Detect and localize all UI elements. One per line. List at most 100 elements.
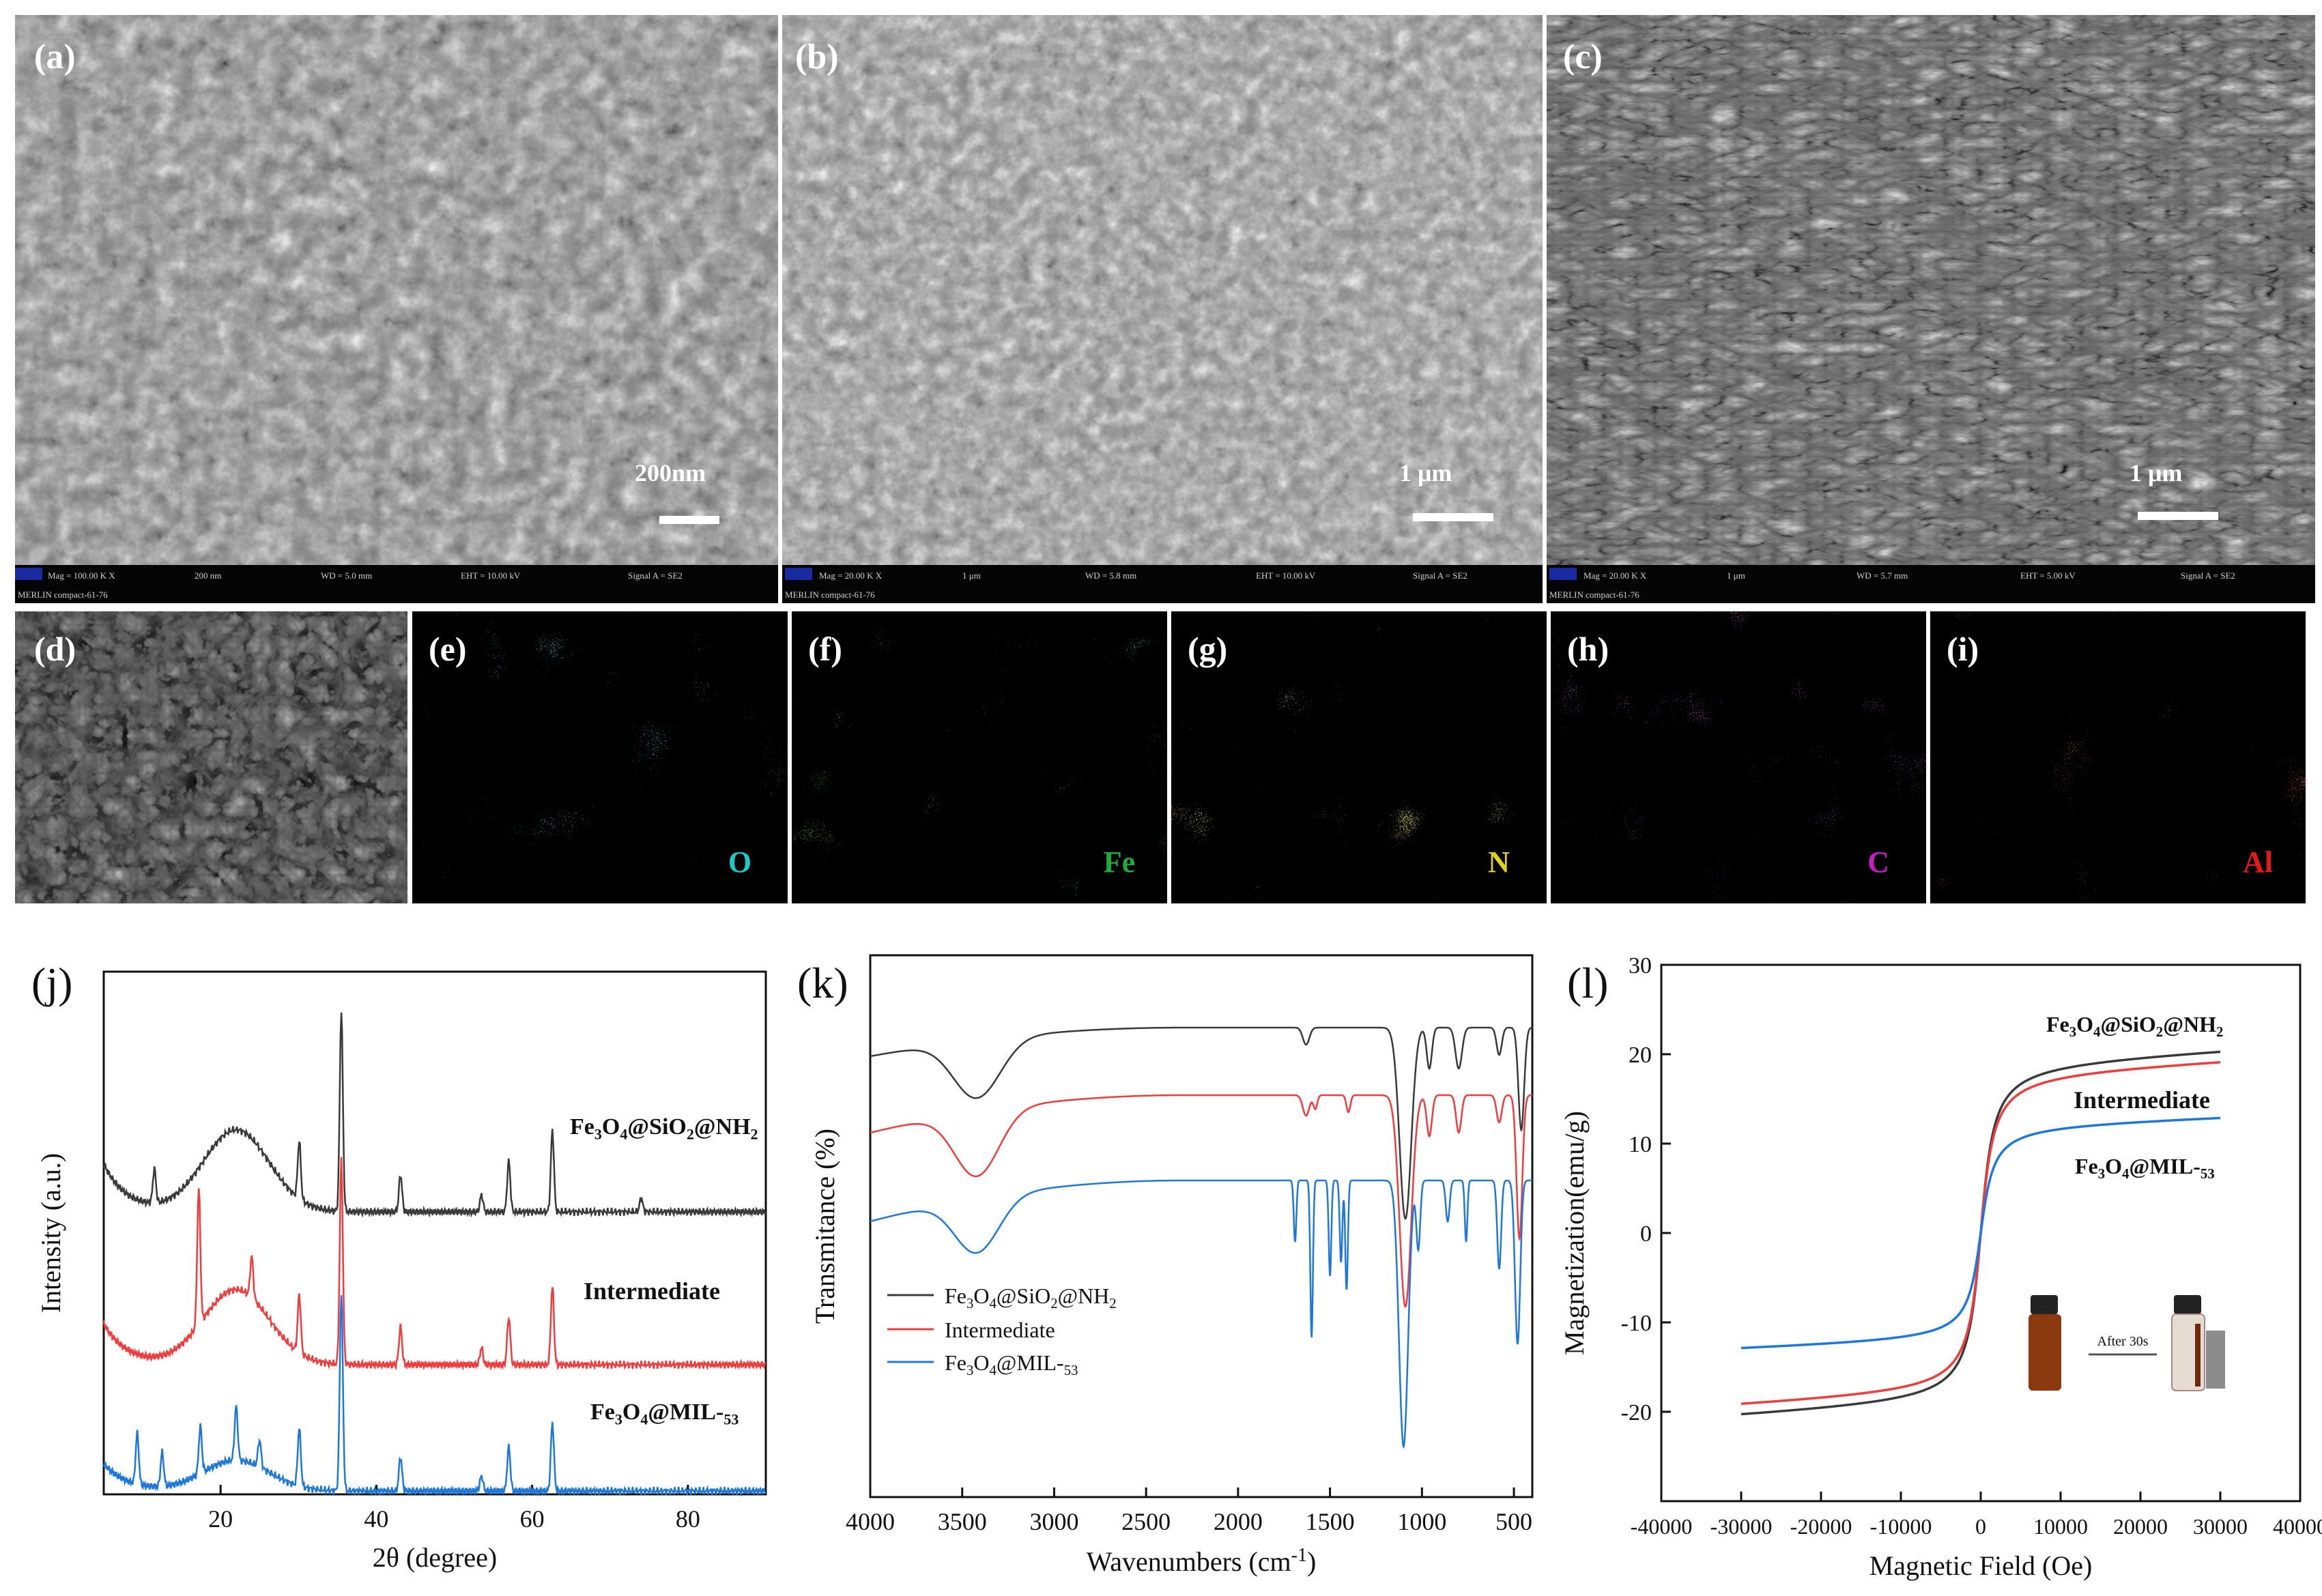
series-line xyxy=(870,1026,1532,1220)
y-tick-label: 0 xyxy=(1640,1221,1652,1247)
sem-footer-size: 200 nm xyxy=(195,570,221,581)
panel-label-g: (g) xyxy=(1188,630,1227,668)
series-label: Fe3​O4​@SiO2​@NH2​ xyxy=(2046,1012,2223,1040)
sem-footer-instrument: MERLIN compact-61-76 xyxy=(18,590,108,600)
sem-footer-eht: EHT = 10.00 kV xyxy=(461,570,521,581)
element-badge xyxy=(1078,823,1160,899)
panel-label-d: (d) xyxy=(34,630,76,668)
sem-footer-wd: WD = 5.8 mm xyxy=(1085,570,1136,581)
vial-left xyxy=(2029,1314,2061,1391)
x-tick-label: 40000 xyxy=(2273,1514,2322,1539)
panel-label-h: (h) xyxy=(1567,630,1609,668)
x-tick-label: 1000 xyxy=(1397,1508,1446,1535)
x-tick-label: 10000 xyxy=(2033,1514,2088,1539)
sem-footer-size: 1 μm xyxy=(962,570,981,581)
plot-frame xyxy=(869,954,1534,1498)
sem-footer-wd: WD = 5.0 mm xyxy=(321,570,372,581)
element-badge xyxy=(1837,823,1919,899)
vial-cap xyxy=(2031,1295,2058,1314)
x-tick-label: -10000 xyxy=(1870,1514,1932,1539)
y-tick-label: 30 xyxy=(1629,953,1652,978)
series-line xyxy=(1740,1116,2221,1350)
sem-footer-signal: Signal A = SE2 xyxy=(628,570,683,581)
element-label: Al xyxy=(2243,845,2273,879)
scale-bar xyxy=(2138,512,2218,520)
scale-bar xyxy=(659,516,719,524)
y-axis-label: Intensity (a.u.) xyxy=(35,1153,66,1313)
panel-label-j: (j) xyxy=(31,959,72,1007)
x-tick-label: 2500 xyxy=(1121,1508,1171,1535)
x-tick-label: 0 xyxy=(1975,1514,1986,1539)
x-tick-label: -40000 xyxy=(1631,1514,1693,1539)
panel-label-k: (k) xyxy=(797,959,848,1007)
x-tick-label: 3000 xyxy=(1029,1508,1078,1535)
sem-footer-instrument: MERLIN compact-61-76 xyxy=(785,590,875,600)
x-tick-label: 80 xyxy=(676,1505,700,1533)
scale-bar-label: 200nm xyxy=(635,459,706,487)
series-line xyxy=(102,1012,766,1219)
series-line xyxy=(102,1295,766,1498)
sem-footer-mag: Mag = 20.00 K X xyxy=(1583,570,1647,581)
scale-bar-label: 1 μm xyxy=(2130,459,2182,487)
inset-photo: After 30s xyxy=(2029,1295,2225,1391)
sem-footer-mag: Mag = 100.00 K X xyxy=(48,570,115,581)
panel-label-i: (i) xyxy=(1947,630,1979,668)
series-label: Fe3​O4​@SiO2​@NH2​ xyxy=(570,1114,758,1142)
chart-ftir: (k) 4000 3500 3000 2500 2000 1500 1000 500 Wavenu… xyxy=(797,954,1534,1577)
sem-footer-mag: Mag = 20.00 K X xyxy=(819,570,883,581)
element-badge xyxy=(1458,823,1540,899)
scale-bar xyxy=(1413,513,1493,521)
x-tick-label: 3500 xyxy=(938,1508,987,1535)
x-axis-label: Wavenumbers (cm-1) xyxy=(1087,1545,1317,1577)
y-axis-label: Transmitance (%) xyxy=(809,1129,840,1324)
element-label: C xyxy=(1867,845,1889,879)
series-label: Intermediate xyxy=(2074,1086,2210,1114)
chart-vsm: (l) -40000 -30000 -20000 -10000 0 10000 20000 30… xyxy=(1559,953,2322,1581)
y-tick-label: -10 xyxy=(1621,1311,1652,1336)
x-tick-label: 20 xyxy=(208,1505,233,1533)
panel-label-b: (b) xyxy=(795,38,839,76)
eds-map-fe: (f) Fe xyxy=(792,611,1167,903)
panel-label-c: (c) xyxy=(1563,38,1603,76)
sem-panel-b: Mag = 20.00 K X 1 μm WD = 5.8 mm EHT = 1… xyxy=(782,15,1543,603)
element-label: Fe xyxy=(1104,845,1135,879)
legend-label: Intermediate xyxy=(945,1318,1055,1342)
sem-panel-a: Mag = 100.00 K X 200 nm WD = 5.0 mm EHT … xyxy=(15,15,778,603)
series-line xyxy=(870,1179,1532,1449)
sem-panel-c: Mag = 20.00 K X 1 μm WD = 5.7 mm EHT = 5… xyxy=(1547,15,2315,603)
x-tick-label: 20000 xyxy=(2113,1514,2168,1539)
x-tick-label: -30000 xyxy=(1710,1514,1773,1539)
x-tick-label: 30000 xyxy=(2193,1514,2248,1539)
y-tick-label: 10 xyxy=(1629,1132,1652,1157)
magnetic-deposit xyxy=(2195,1324,2201,1387)
sem-footer-signal: Signal A = SE2 xyxy=(2181,570,2235,581)
inset-label: After 30s xyxy=(2097,1334,2149,1349)
eds-map-n: (g) N xyxy=(1171,611,1547,903)
y-tick-label: 20 xyxy=(1629,1043,1652,1068)
series-line xyxy=(102,1157,766,1372)
vial-cap xyxy=(2174,1295,2201,1314)
magnet xyxy=(2206,1331,2225,1389)
eds-map-o: (e) O xyxy=(412,611,788,903)
series-label: Intermediate xyxy=(584,1277,720,1305)
x-axis-label: Magnetic Field (Oe) xyxy=(1869,1550,2093,1581)
eds-map-c: (h) C xyxy=(1551,611,1926,903)
x-tick-label: 500 xyxy=(1495,1508,1532,1535)
eds-maps: (e) O (f) Fe (g) N (h) C (i) Al xyxy=(412,611,2306,903)
sem-footer-eht: EHT = 10.00 kV xyxy=(1256,570,1316,581)
x-tick-label: 2000 xyxy=(1214,1508,1263,1535)
sem-panel-d: (d) xyxy=(15,611,407,903)
plot-frame xyxy=(102,970,767,1496)
x-tick-label: 1500 xyxy=(1306,1508,1355,1535)
x-tick-label: 60 xyxy=(520,1505,545,1533)
eds-map-al: (i) Al xyxy=(1930,611,2306,903)
scale-bar-label: 1 μm xyxy=(1399,459,1452,487)
element-badge xyxy=(2217,823,2299,899)
series-label: Fe3​O4​@MIL-53​ xyxy=(2075,1154,2215,1182)
sem-footer-signal: Signal A = SE2 xyxy=(1413,570,1467,581)
element-badge xyxy=(699,823,781,899)
chart-xrd: (j) 20 40 60 80 2θ (degree) Intensity (a.u.) Fe… xyxy=(31,959,767,1573)
panel-label-f: (f) xyxy=(808,630,842,668)
panel-label-a: (a) xyxy=(34,38,76,76)
